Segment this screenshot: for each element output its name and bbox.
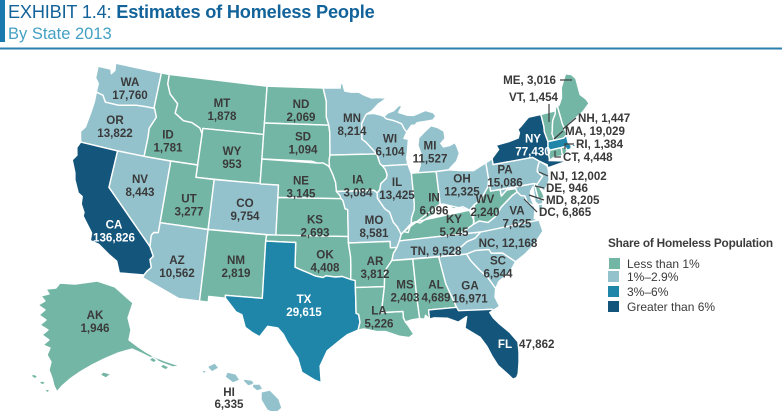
svg-text:12,325: 12,325 [444, 186, 480, 199]
svg-text:SD: SD [295, 130, 311, 143]
svg-text:NC, 12,168: NC, 12,168 [479, 237, 538, 250]
svg-text:OR: OR [106, 114, 124, 127]
svg-text:3%–6%: 3%–6% [627, 285, 669, 299]
svg-text:DC, 6,865: DC, 6,865 [539, 206, 592, 219]
svg-text:2,693: 2,693 [300, 227, 330, 240]
svg-text:AZ: AZ [169, 254, 184, 267]
svg-text:HI: HI [223, 386, 235, 399]
svg-text:1,878: 1,878 [207, 110, 237, 123]
svg-text:FL: FL [498, 338, 512, 351]
svg-text:Less than 1%: Less than 1% [627, 257, 700, 271]
svg-text:17,760: 17,760 [112, 89, 147, 102]
svg-text:136,826: 136,826 [93, 231, 135, 244]
svg-text:MO: MO [365, 214, 384, 227]
svg-text:47,862: 47,862 [519, 338, 554, 351]
svg-text:8,214: 8,214 [337, 125, 367, 138]
svg-text:AK: AK [87, 309, 104, 322]
svg-text:OH: OH [453, 173, 470, 186]
svg-text:WV: WV [476, 193, 495, 206]
svg-text:TX: TX [297, 293, 312, 306]
svg-text:ME, 3,016: ME, 3,016 [503, 74, 556, 87]
svg-text:4,689: 4,689 [421, 292, 451, 305]
svg-text:ID: ID [162, 129, 174, 142]
svg-text:LA: LA [371, 305, 387, 318]
svg-text:KS: KS [307, 214, 323, 227]
svg-text:6,104: 6,104 [375, 145, 405, 158]
svg-text:15,086: 15,086 [487, 177, 523, 190]
svg-text:KY: KY [446, 213, 462, 226]
svg-text:TN, 9,528: TN, 9,528 [411, 245, 462, 258]
svg-text:4,408: 4,408 [310, 261, 340, 274]
svg-text:IA: IA [352, 173, 364, 186]
svg-text:CT, 4,448: CT, 4,448 [563, 151, 613, 164]
svg-text:CO: CO [236, 197, 253, 210]
svg-text:2,069: 2,069 [286, 111, 316, 124]
svg-text:7,625: 7,625 [502, 218, 532, 231]
svg-text:6,096: 6,096 [419, 205, 449, 218]
svg-text:UT: UT [181, 192, 196, 205]
svg-text:VT, 1,454: VT, 1,454 [509, 91, 559, 104]
svg-text:2,240: 2,240 [470, 206, 499, 219]
svg-text:WI: WI [383, 132, 397, 145]
svg-text:13,425: 13,425 [379, 189, 415, 202]
svg-text:IL: IL [392, 176, 402, 189]
svg-text:WY: WY [223, 145, 242, 158]
svg-text:By State 2013: By State 2013 [8, 25, 112, 43]
svg-text:16,971: 16,971 [452, 293, 488, 306]
svg-text:RI, 1,384: RI, 1,384 [576, 138, 624, 151]
svg-text:2,403: 2,403 [390, 291, 420, 304]
svg-text:3,812: 3,812 [360, 268, 389, 281]
svg-text:NV: NV [132, 173, 148, 186]
svg-text:1%–2.9%: 1%–2.9% [627, 270, 679, 284]
svg-text:AL: AL [428, 279, 443, 292]
svg-text:8,443: 8,443 [125, 186, 155, 199]
svg-text:6,544: 6,544 [483, 268, 513, 281]
svg-text:NY: NY [525, 132, 541, 145]
svg-text:VA: VA [509, 205, 525, 218]
svg-text:MS: MS [396, 278, 414, 291]
svg-text:EXHIBIT 1.4: Estimates of Home: EXHIBIT 1.4: Estimates of Homeless Peopl… [8, 2, 375, 22]
svg-text:3,277: 3,277 [174, 205, 203, 218]
svg-text:Share of Homeless Population: Share of Homeless Population [608, 236, 773, 250]
svg-text:13,822: 13,822 [97, 127, 132, 140]
svg-text:1,094: 1,094 [288, 143, 318, 156]
svg-text:PA: PA [497, 164, 513, 177]
svg-text:MD, 8,205: MD, 8,205 [546, 194, 600, 207]
svg-text:MN: MN [343, 112, 361, 125]
svg-text:SC: SC [490, 255, 507, 268]
svg-text:2,819: 2,819 [221, 267, 251, 280]
svg-text:NE: NE [293, 174, 309, 187]
svg-text:AR: AR [367, 255, 384, 268]
svg-text:8,581: 8,581 [359, 227, 389, 240]
svg-text:NM: NM [227, 254, 245, 267]
svg-text:DE, 946: DE, 946 [546, 182, 588, 195]
svg-text:ND: ND [293, 98, 310, 111]
svg-text:953: 953 [222, 158, 242, 171]
svg-text:IN: IN [428, 192, 440, 205]
svg-text:NJ, 12,002: NJ, 12,002 [550, 170, 607, 183]
svg-text:1,781: 1,781 [153, 142, 183, 155]
svg-text:MA, 19,029: MA, 19,029 [565, 125, 625, 138]
svg-text:NH, 1,447: NH, 1,447 [578, 112, 630, 125]
svg-text:Greater than 6%: Greater than 6% [627, 300, 715, 314]
svg-text:OK: OK [316, 248, 334, 261]
svg-text:11,527: 11,527 [413, 153, 448, 166]
svg-text:29,615: 29,615 [286, 306, 322, 319]
svg-text:77,430: 77,430 [515, 145, 550, 158]
svg-text:GA: GA [461, 280, 479, 293]
svg-text:1,946: 1,946 [80, 322, 110, 335]
svg-text:5,245: 5,245 [439, 226, 469, 239]
svg-text:3,084: 3,084 [343, 186, 373, 199]
svg-text:5,226: 5,226 [364, 318, 394, 331]
svg-text:6,335: 6,335 [214, 398, 244, 411]
svg-text:WA: WA [121, 76, 140, 89]
svg-text:3,145: 3,145 [286, 187, 316, 200]
svg-text:MI: MI [424, 140, 437, 153]
svg-text:MT: MT [214, 97, 231, 110]
svg-text:10,562: 10,562 [159, 267, 194, 280]
svg-text:CA: CA [106, 218, 123, 231]
svg-text:9,754: 9,754 [230, 210, 260, 223]
